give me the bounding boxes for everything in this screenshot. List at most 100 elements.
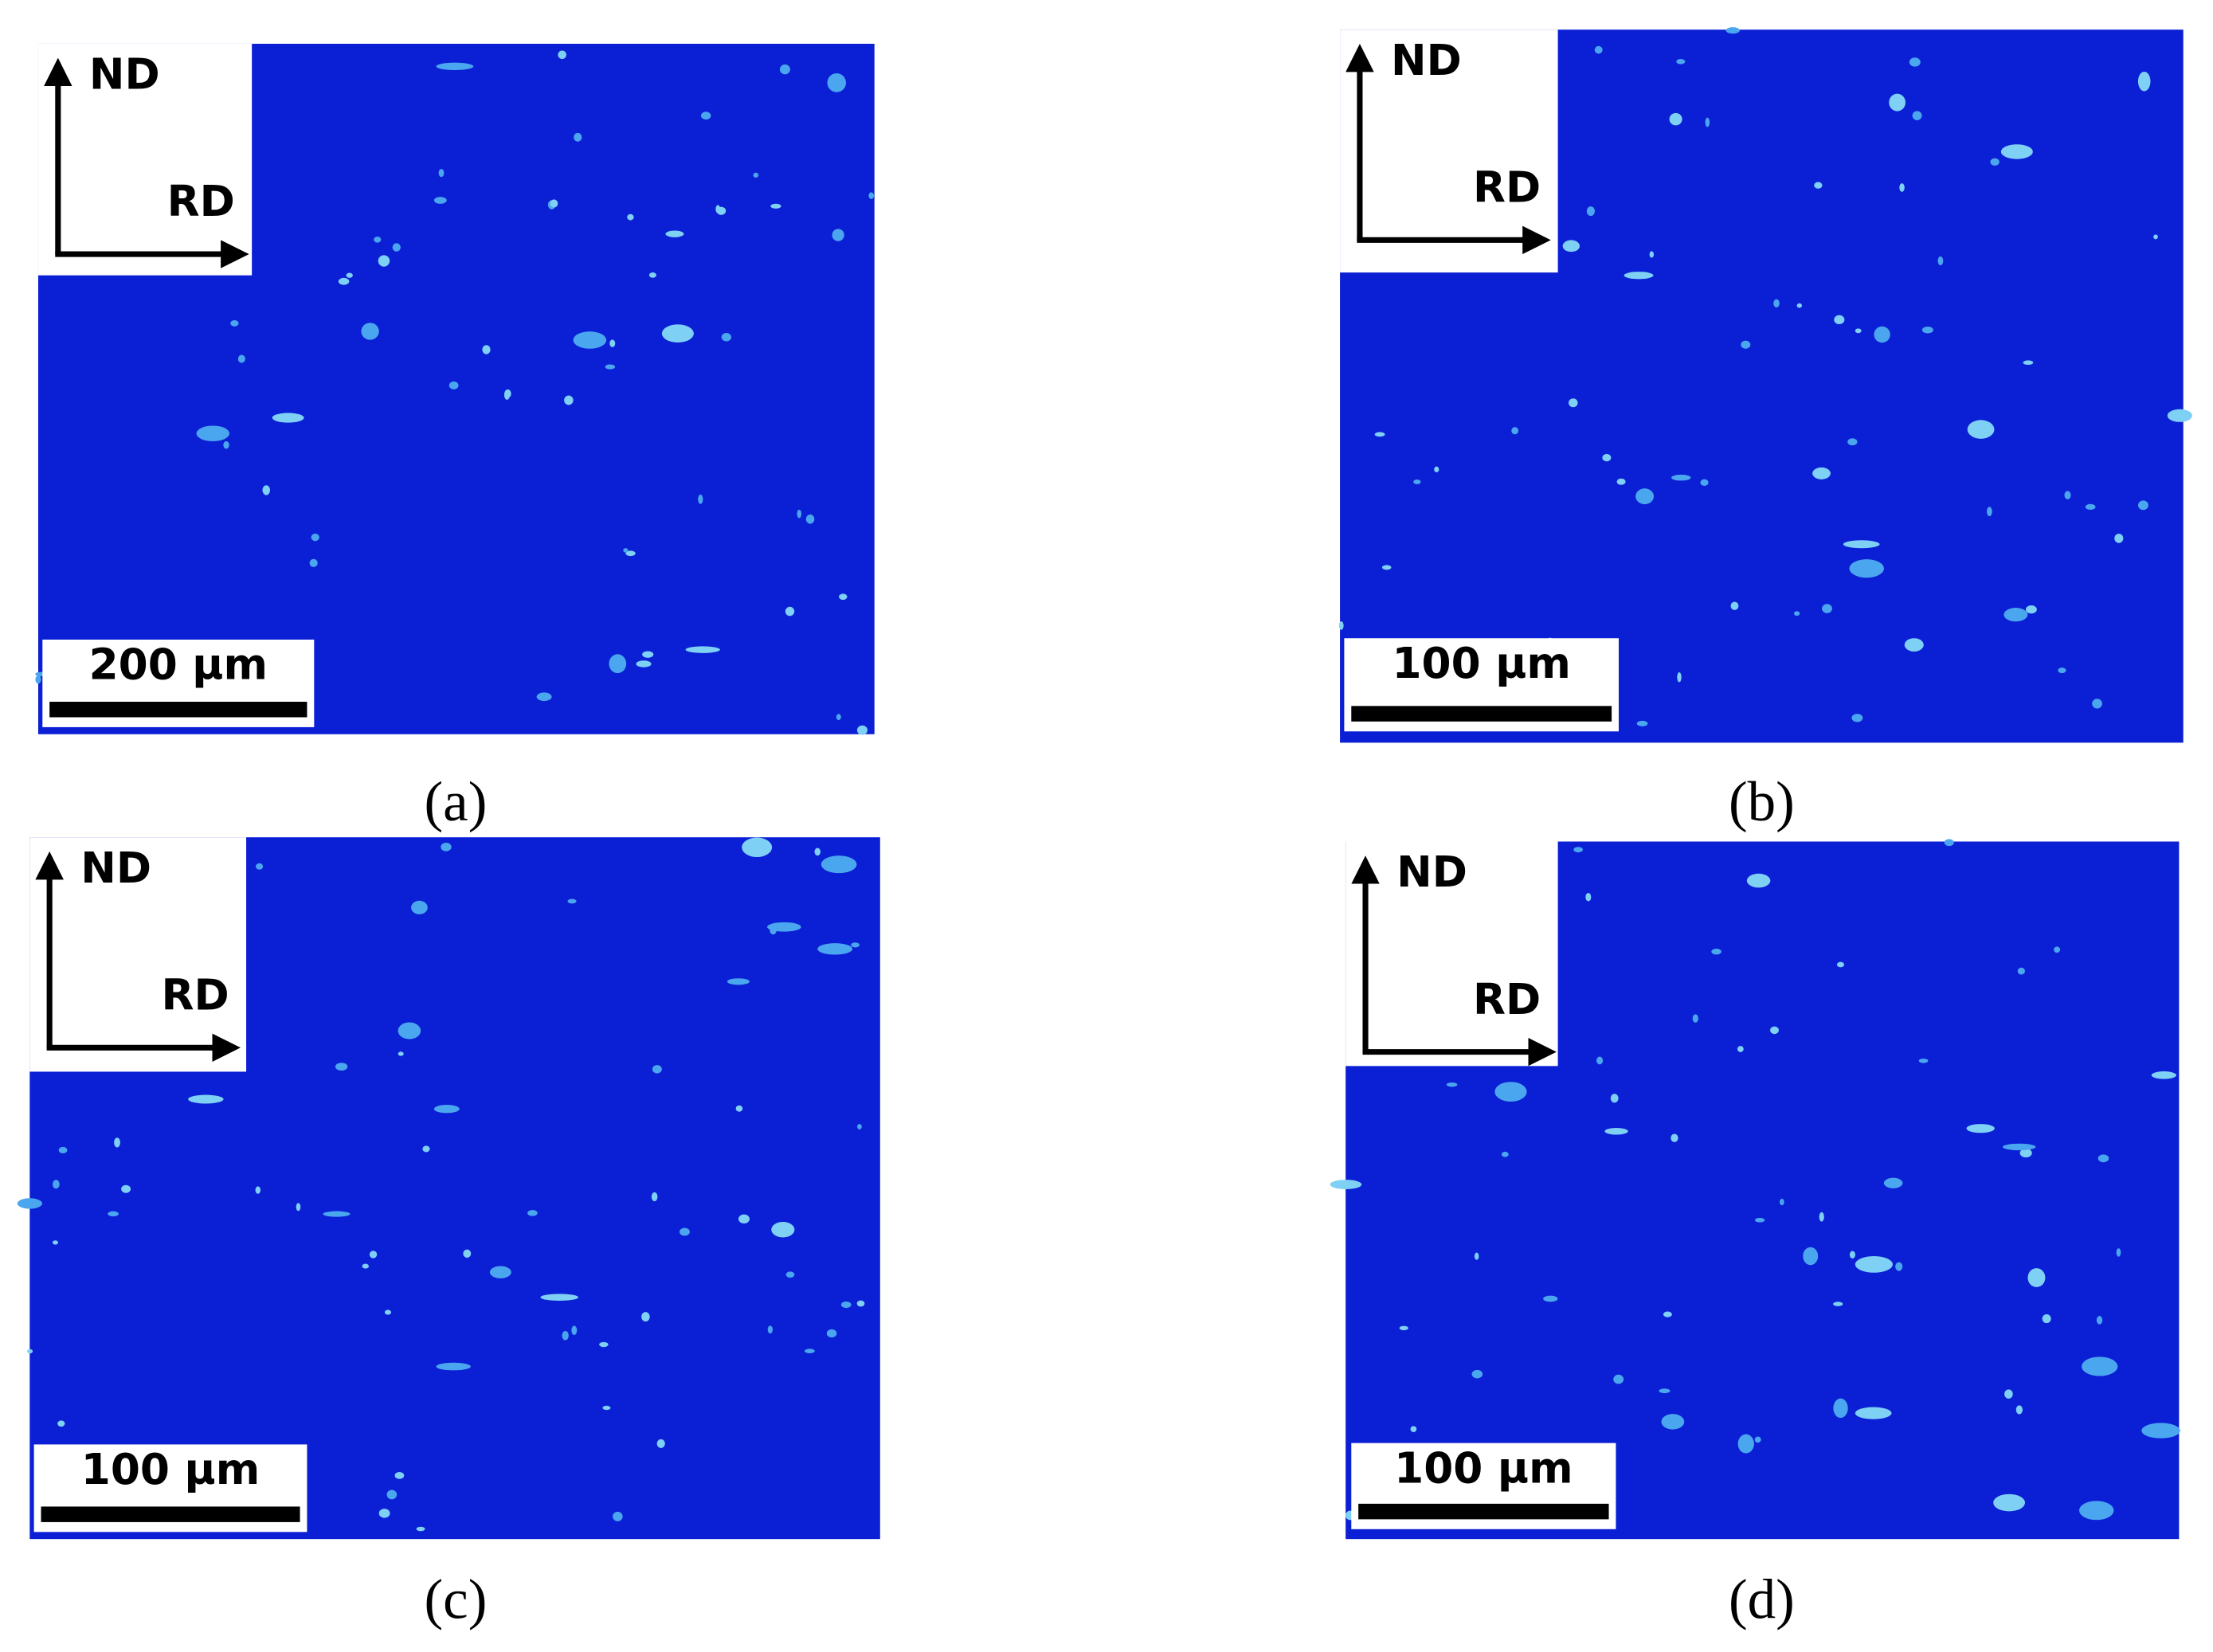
particle [605,364,616,370]
particle [642,651,654,658]
particle [536,692,552,702]
particle [1967,420,1995,439]
particle [394,1471,405,1479]
particle [599,1341,609,1348]
particle [27,1349,33,1354]
particle [1374,432,1385,437]
particle [721,333,732,342]
particle [504,389,511,398]
particle [558,50,567,60]
axes-inset [37,43,253,276]
particle [433,197,447,204]
particle [1770,1026,1779,1035]
scale-bar [49,702,307,718]
particle [114,1137,120,1148]
axes-inset [29,837,247,1072]
particle [57,1420,65,1427]
particle [1594,45,1603,54]
particle [188,1094,224,1104]
particle [1661,1414,1685,1430]
panel-caption: (a) [425,771,488,833]
particle [785,1271,795,1278]
particle [1834,315,1845,325]
particle [856,1300,865,1307]
particle [1730,601,1739,610]
particle [438,169,445,178]
particle [2042,1313,2051,1324]
particle [1899,183,1905,192]
particle [2114,534,2124,543]
scale-label: 100 µm [81,1445,260,1494]
particle [378,1509,390,1518]
particle [2025,605,2037,614]
particle [1663,1311,1672,1317]
particle [362,1263,369,1269]
particle [1966,1124,1995,1133]
particle [1833,1398,1848,1419]
particle [2082,1356,2118,1376]
particle [1796,303,1803,308]
particle [832,229,844,241]
particle [436,62,474,71]
particle [2096,1316,2103,1325]
particle [433,1105,460,1114]
particle [1918,1058,1929,1063]
particle [1677,672,1682,683]
particle [1413,479,1421,484]
particle [679,1227,690,1236]
scale-label: 100 µm [1392,639,1570,688]
particle [851,942,860,948]
particle [1883,1177,1903,1188]
particle [1737,1046,1744,1052]
particle [715,205,721,213]
particle [2137,500,2148,511]
particle [1399,1325,1408,1331]
particle [335,1063,348,1071]
particle [1895,1262,1903,1271]
particle [1562,240,1580,252]
particle [1833,1302,1843,1306]
particle [840,1301,852,1309]
particle [311,533,319,542]
scale-bar [1358,1503,1609,1520]
particle [613,1511,623,1521]
particle [1754,1436,1761,1443]
particle [323,1211,351,1217]
particle [665,230,684,237]
particle [2141,1423,2180,1439]
particle [1803,1247,1819,1266]
particle [1636,720,1648,726]
particle [1610,1094,1619,1103]
rd-label: RD [1473,163,1541,213]
particle [2054,946,2061,953]
rd-label: RD [167,177,235,226]
particle [540,1294,579,1301]
particle [398,1051,404,1056]
particle [1909,57,1921,67]
particle [1855,328,1862,334]
particle [2004,1389,2013,1399]
particle [1659,1388,1671,1394]
particle [2003,608,2028,622]
particle [1671,1133,1678,1142]
particle [1604,1128,1628,1135]
particle [1937,256,1944,266]
particle [1494,1082,1527,1102]
particle [1993,1493,2026,1512]
particle [237,354,245,363]
particle [384,1309,392,1315]
particle [17,1198,42,1209]
particle [1700,479,1709,486]
particle [1921,326,1933,334]
particle [52,1180,60,1189]
particle [602,1405,611,1411]
particle [1338,621,1344,630]
nd-label: ND [1396,848,1467,897]
panel: ND RD 100 µm (c) [17,837,880,1630]
rd-label: RD [1473,975,1541,1024]
particle [527,1210,538,1216]
scale-label: 100 µm [1394,1443,1573,1493]
panel-caption: (b) [1729,771,1795,833]
particle [1725,27,1740,34]
